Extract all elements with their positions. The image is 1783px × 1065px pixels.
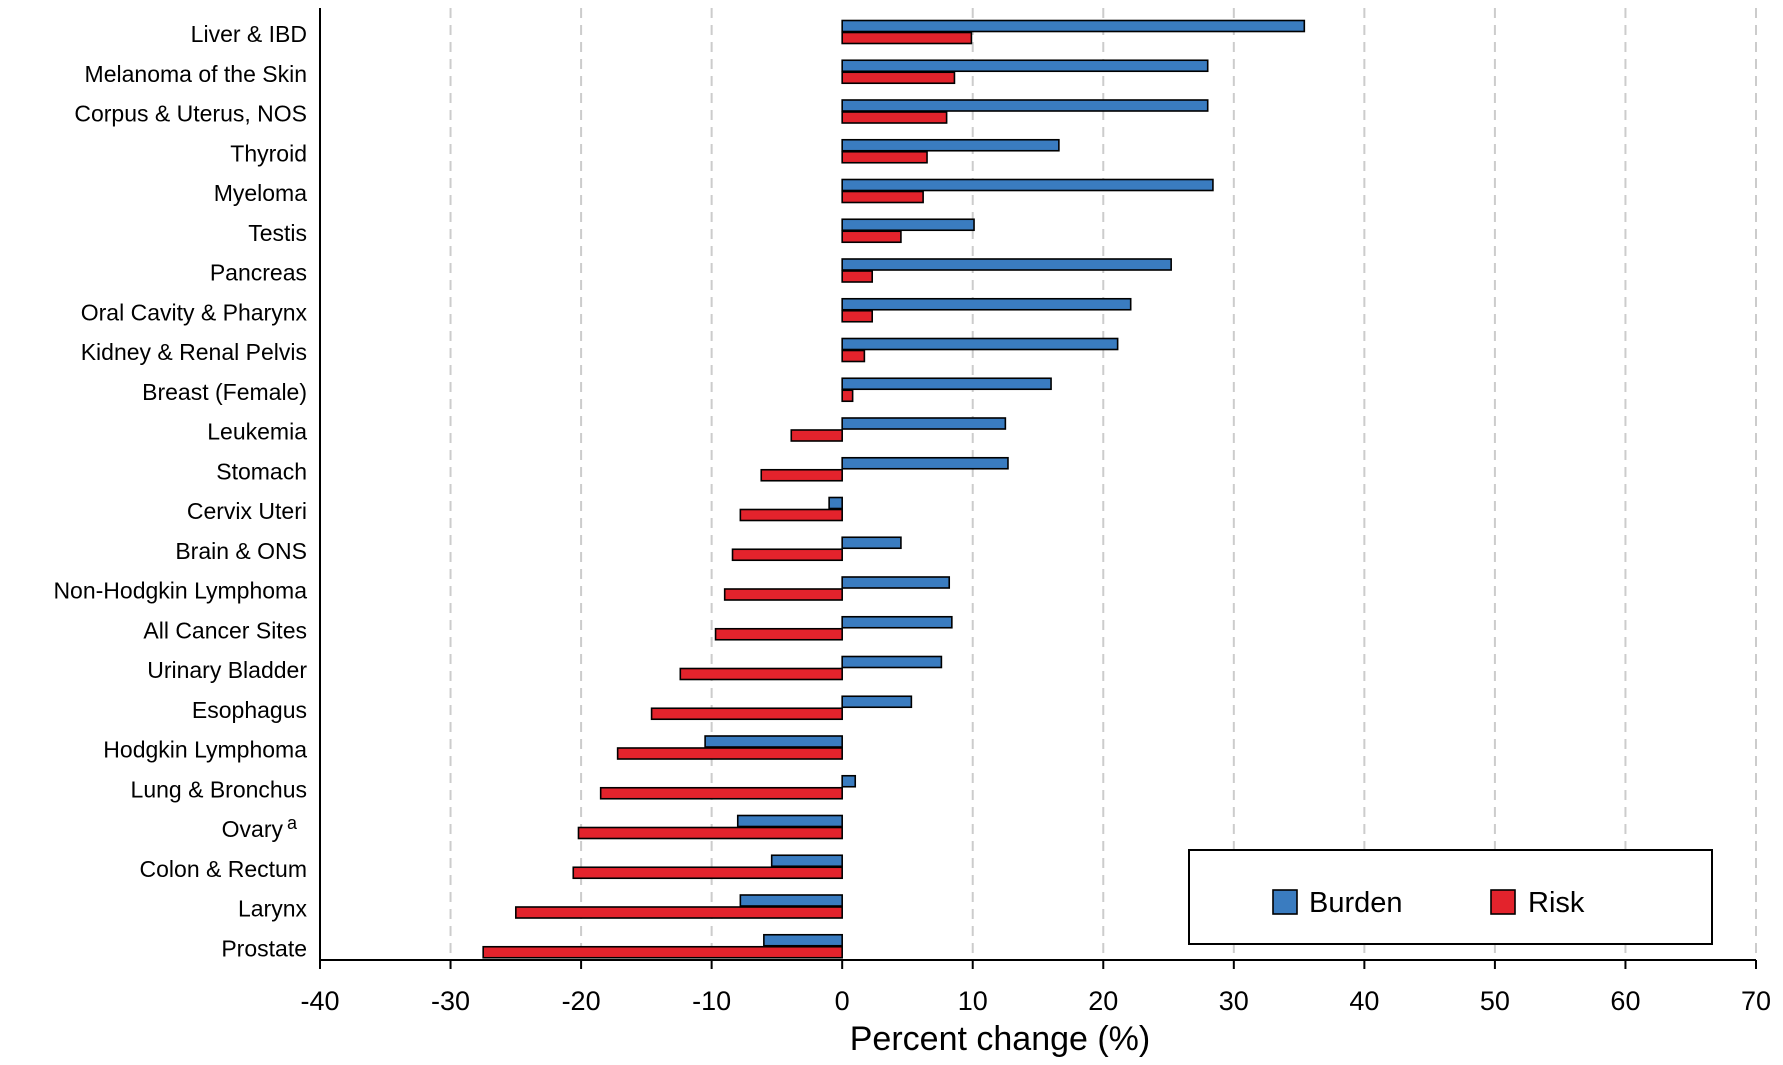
- x-tick-label: -10: [692, 986, 731, 1016]
- bar-burden: [841, 655, 943, 669]
- bar-risk: [650, 707, 843, 721]
- category-labels: Liver & IBD Melanoma of the Skin Corpus & …: [53, 21, 307, 961]
- category-label: All Cancer Sites: [143, 617, 307, 643]
- bar-risk: [790, 429, 843, 442]
- category-footnote: a: [287, 813, 298, 833]
- category-label: Lung & Bronchus: [131, 776, 307, 802]
- category-label: Thyroid: [230, 140, 307, 166]
- bar-risk: [714, 627, 843, 641]
- x-tick-label: 20: [1088, 986, 1118, 1016]
- x-tick-label: -20: [562, 986, 601, 1016]
- bar-risk: [572, 866, 843, 880]
- bar-risk: [739, 508, 843, 522]
- legend-box: [1188, 849, 1713, 945]
- bar-risk: [841, 389, 854, 403]
- x-tick-label: 0: [835, 986, 850, 1016]
- category-label: Stomach: [216, 458, 307, 484]
- category-label: Breast (Female): [142, 379, 307, 405]
- x-axis-ticks: -40 -30 -20 -10 0 10 20 30 40 50 60 70: [300, 960, 1771, 1016]
- bar-burden: [841, 218, 975, 232]
- bar-burden: [841, 377, 1052, 391]
- category-label: Esophagus: [192, 697, 307, 723]
- bar-risk: [841, 71, 956, 85]
- bar-risk: [841, 190, 924, 204]
- x-tick-label: 30: [1219, 986, 1249, 1016]
- category-label: Non-Hodgkin Lymphoma: [53, 578, 307, 604]
- bar-burden: [841, 536, 902, 550]
- bar-burden: [841, 59, 1209, 73]
- bar-burden: [841, 297, 1132, 311]
- bar-burden: [704, 735, 843, 748]
- x-tick-label: -40: [300, 986, 339, 1016]
- bar-burden: [841, 99, 1209, 112]
- bar-burden: [763, 933, 843, 947]
- category-label: Melanoma of the Skin: [85, 61, 307, 87]
- bar-risk: [599, 786, 843, 800]
- legend: Burden Risk: [1188, 849, 1713, 945]
- legend-label-risk: Risk: [1528, 887, 1585, 919]
- x-tick-label: 50: [1480, 986, 1510, 1016]
- category-label: Leukemia: [207, 419, 307, 445]
- bar-burden: [841, 774, 857, 788]
- legend-label-burden: Burden: [1309, 887, 1403, 919]
- bar-burden: [828, 496, 843, 510]
- bar-risk: [679, 667, 843, 681]
- bar-risk: [841, 270, 874, 283]
- bar-risk: [577, 826, 843, 840]
- bar-burden: [736, 814, 843, 828]
- bar-burden: [841, 138, 1060, 152]
- bar-burden: [841, 417, 1007, 430]
- bar-burden: [841, 258, 1172, 271]
- category-label: Kidney & Renal Pelvis: [81, 339, 307, 365]
- category-label: Testis: [248, 220, 307, 246]
- bar-risk: [760, 468, 843, 482]
- bar-risk: [482, 945, 843, 959]
- bar-burden: [841, 337, 1119, 351]
- category-label: Brain & ONS: [175, 538, 307, 564]
- category-label: Prostate: [221, 935, 307, 961]
- category-label: Corpus & Uterus, NOS: [74, 101, 307, 127]
- category-label: Larynx: [238, 896, 308, 922]
- bar-burden: [841, 576, 951, 589]
- bar-risk: [723, 588, 843, 601]
- legend-swatch-burden: [1272, 889, 1298, 915]
- category-label: Myeloma: [214, 180, 308, 206]
- category-label: Colon & Rectum: [140, 856, 307, 882]
- bar-risk: [841, 230, 902, 244]
- x-tick-label: 60: [1610, 986, 1640, 1016]
- bar-burden: [841, 19, 1306, 33]
- bar-burden: [739, 894, 843, 907]
- gridlines: [449, 8, 1757, 960]
- bar-risk: [515, 906, 843, 919]
- x-tick-label: 40: [1349, 986, 1379, 1016]
- category-label: Urinary Bladder: [147, 657, 307, 683]
- bar-burden: [841, 456, 1009, 470]
- bar-risk: [841, 31, 973, 45]
- bar-risk: [731, 548, 843, 562]
- x-tick-label: 70: [1741, 986, 1771, 1016]
- category-label: Ovary: [222, 816, 284, 842]
- x-tick-label: -30: [431, 986, 470, 1016]
- category-label: Oral Cavity & Pharynx: [81, 299, 308, 325]
- category-label: Cervix Uteri: [187, 498, 307, 524]
- bar-risk: [841, 349, 866, 363]
- bar-burden: [841, 695, 913, 709]
- bars: [482, 19, 1306, 959]
- category-label: Liver & IBD: [191, 21, 307, 47]
- legend-swatch-risk: [1490, 889, 1516, 915]
- bar-burden: [841, 178, 1214, 192]
- category-label: Hodgkin Lymphoma: [103, 737, 307, 763]
- axes: [319, 8, 1756, 961]
- bar-risk: [841, 111, 948, 124]
- bar-risk: [616, 747, 843, 760]
- bar-risk: [841, 309, 874, 323]
- bar-burden: [841, 615, 953, 629]
- bar-risk: [841, 150, 928, 164]
- bar-burden: [770, 854, 843, 868]
- x-tick-label: 10: [958, 986, 988, 1016]
- category-label: Pancreas: [210, 260, 307, 286]
- x-axis-title: Percent change (%): [850, 1020, 1151, 1058]
